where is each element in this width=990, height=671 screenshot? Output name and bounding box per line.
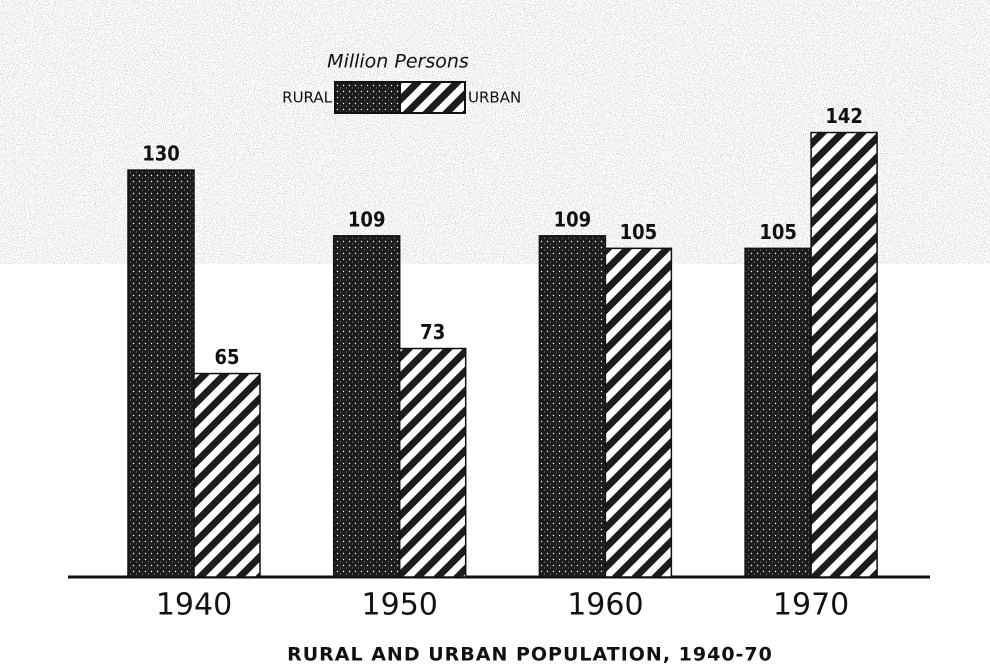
bar [332, 235, 401, 578]
data-label: 142 [825, 104, 863, 128]
bar [398, 347, 467, 578]
data-label: 73 [420, 320, 445, 344]
subtitle: Million Persons [327, 51, 469, 73]
bar [193, 372, 261, 578]
bar [810, 131, 878, 578]
bar [538, 235, 607, 578]
x-tick-label: 1950 [362, 588, 438, 623]
data-label: 105 [759, 220, 797, 244]
data-label: 105 [620, 220, 658, 244]
data-label: 65 [214, 345, 239, 369]
legend-swatch [399, 81, 466, 114]
chart-title: RURAL AND URBAN POPULATION, 1940-70 [287, 644, 773, 666]
data-label: 109 [348, 207, 386, 231]
bar [744, 247, 812, 578]
x-tick-label: 1970 [773, 588, 849, 623]
x-tick-label: 1940 [156, 588, 232, 623]
data-label: 109 [554, 207, 592, 231]
data-label: 130 [142, 142, 180, 166]
bar [127, 169, 195, 578]
legend-label: RURAL [282, 89, 332, 107]
x-tick-label: 1960 [567, 588, 643, 623]
legend-label: URBAN [468, 89, 521, 107]
bar [604, 247, 673, 578]
legend-swatch [334, 81, 401, 114]
